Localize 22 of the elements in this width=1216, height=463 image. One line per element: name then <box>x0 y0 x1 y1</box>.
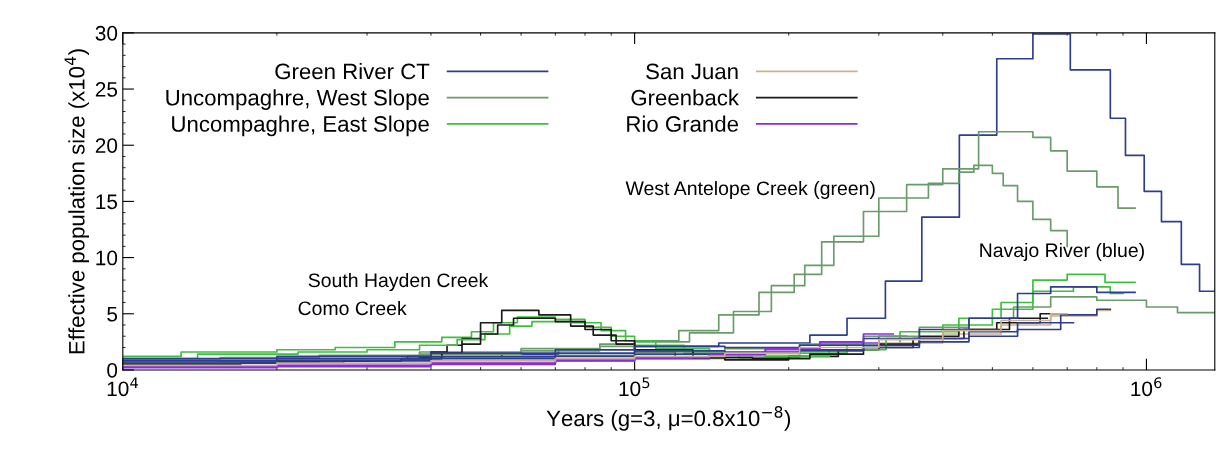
x-tick-label: 10$^{5}$ <box>619 377 650 397</box>
annotation: Navajo River (blue) <box>980 242 1144 262</box>
x-tick-label: 10$^{4}$ <box>107 377 138 397</box>
y-tick-label: 30 <box>95 25 118 41</box>
y-tick-label: 5 <box>107 306 118 322</box>
y-tick-label: 20 <box>95 138 118 153</box>
legend-label: Uncompaghre, West Slope <box>166 89 429 110</box>
annotation: West Antelope Creek (green) <box>625 180 875 200</box>
x-axis-title: Years (g=3, μ=0.8x10$^{−8}$) <box>546 406 791 431</box>
legend-label: Greenback <box>631 89 740 106</box>
legend-label: Uncompaghre, East Slope <box>172 115 429 137</box>
y-tick-label: 15 <box>96 194 118 210</box>
annotation: Como Creek <box>298 300 407 316</box>
legend-label: Rio Grande <box>627 115 739 132</box>
y-axis-title: Effective population size (x10$^{4}$) <box>64 49 90 354</box>
legend-label: Green River CT <box>275 62 430 80</box>
x-tick-label: 10$^{6}$ <box>1131 377 1162 397</box>
y-tick-label: 0 <box>107 362 118 378</box>
annotation: South Hayden Creek <box>308 272 489 292</box>
legend-label: San Juan <box>646 63 738 80</box>
y-tick-label: 25 <box>95 82 118 97</box>
y-tick-label: 10 <box>96 250 118 266</box>
